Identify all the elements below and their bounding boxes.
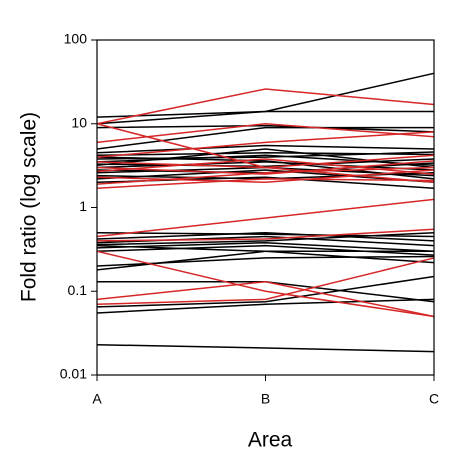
series-line (96, 250, 434, 271)
series-line (96, 124, 435, 133)
series-line (96, 72, 435, 118)
series-line (96, 169, 435, 184)
series-line (96, 166, 435, 185)
series-line (96, 275, 435, 308)
series-line (96, 154, 435, 169)
series-line (96, 231, 435, 242)
series-line (96, 280, 435, 318)
series-line (96, 169, 435, 184)
series-line (96, 250, 435, 318)
x-tick-label: B (261, 391, 270, 407)
series-line (96, 131, 435, 158)
series-line (96, 231, 435, 246)
series-line (96, 228, 435, 242)
series-line (96, 298, 435, 314)
y-tick-label: 0.01 (60, 366, 87, 382)
plot-frame (96, 39, 435, 376)
series-line (96, 144, 435, 154)
series-line (96, 178, 435, 189)
series-line (96, 122, 435, 144)
series-line (96, 160, 435, 175)
series-line (96, 126, 434, 150)
series-line (96, 161, 435, 171)
series-line (96, 255, 435, 267)
series-line (96, 110, 434, 125)
series-line (96, 241, 435, 253)
y-tick-label: 100 (64, 31, 88, 47)
series-line (96, 156, 435, 180)
x-tick-label: C (429, 391, 439, 407)
x-tick-label: A (92, 391, 102, 407)
y-tick-label: 1 (79, 198, 87, 214)
series-line (96, 88, 435, 125)
y-tick-label: 10 (71, 114, 87, 130)
series-line (96, 343, 435, 353)
y-axis-label: Fold ratio (log scale) (18, 112, 41, 302)
series-line (96, 148, 435, 169)
series-line (96, 198, 435, 238)
x-axis-label: Area (248, 429, 293, 452)
y-tick-label: 0.1 (68, 282, 88, 298)
series-line (96, 257, 435, 305)
